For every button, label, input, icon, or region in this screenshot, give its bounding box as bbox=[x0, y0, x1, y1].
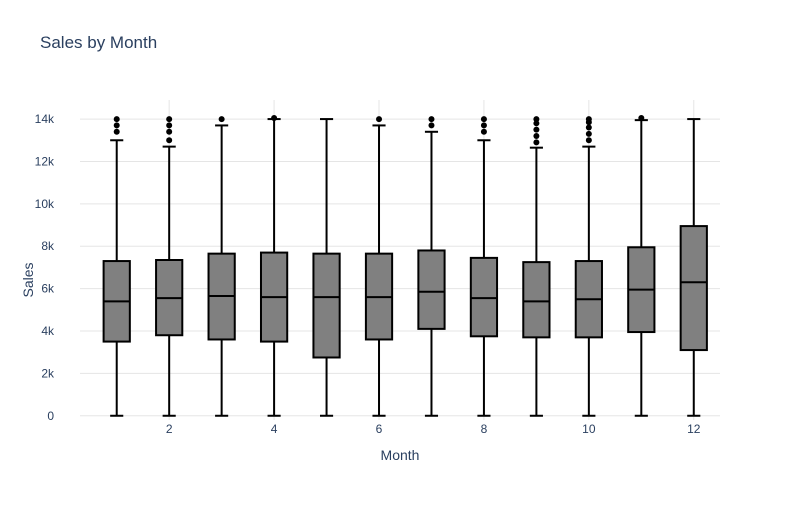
y-tick-label: 14k bbox=[35, 112, 55, 126]
box-iqr bbox=[312, 252, 341, 359]
outlier-point bbox=[166, 122, 173, 129]
y-axis-title: Sales bbox=[20, 262, 36, 297]
outlier-point bbox=[113, 122, 120, 129]
outlier-point bbox=[585, 137, 592, 144]
box-iqr bbox=[417, 249, 446, 330]
outlier-point bbox=[166, 137, 173, 144]
outlier-point bbox=[533, 126, 540, 133]
outlier-point bbox=[585, 116, 592, 123]
y-tick-label: 12k bbox=[35, 154, 55, 168]
chart-title: Sales by Month bbox=[40, 33, 158, 52]
outlier-point bbox=[585, 130, 592, 137]
outlier-point bbox=[166, 116, 173, 123]
x-tick-label: 6 bbox=[376, 422, 383, 436]
outlier-point bbox=[428, 116, 435, 123]
outlier-point bbox=[166, 128, 173, 135]
x-tick-label: 4 bbox=[271, 422, 278, 436]
y-tick-label: 6k bbox=[41, 282, 55, 296]
y-tick-label: 0 bbox=[47, 409, 54, 423]
outlier-point bbox=[638, 115, 645, 122]
box-iqr bbox=[522, 261, 551, 339]
x-tick-label: 12 bbox=[687, 422, 701, 436]
outlier-point bbox=[271, 115, 278, 122]
y-tick-label: 8k bbox=[41, 239, 55, 253]
outlier-point bbox=[480, 128, 487, 135]
y-tick-label: 2k bbox=[41, 366, 55, 380]
x-tick-label: 2 bbox=[166, 422, 173, 436]
outlier-point bbox=[480, 122, 487, 129]
outlier-point bbox=[585, 124, 592, 131]
y-tick-label: 4k bbox=[41, 324, 55, 338]
outlier-point bbox=[113, 128, 120, 135]
box-iqr bbox=[679, 225, 708, 352]
outlier-point bbox=[480, 116, 487, 123]
x-axis-title: Month bbox=[381, 447, 420, 463]
outlier-point bbox=[218, 116, 225, 123]
y-tick-label: 10k bbox=[35, 197, 55, 211]
outlier-point bbox=[533, 133, 540, 140]
x-tick-label: 8 bbox=[481, 422, 488, 436]
box-iqr bbox=[469, 256, 499, 338]
outlier-point bbox=[533, 139, 540, 146]
outlier-point bbox=[113, 116, 120, 123]
outlier-point bbox=[428, 122, 435, 129]
outlier-point bbox=[376, 116, 383, 123]
outlier-point bbox=[533, 120, 540, 127]
x-tick-label: 10 bbox=[582, 422, 596, 436]
outlier-point bbox=[533, 116, 540, 123]
